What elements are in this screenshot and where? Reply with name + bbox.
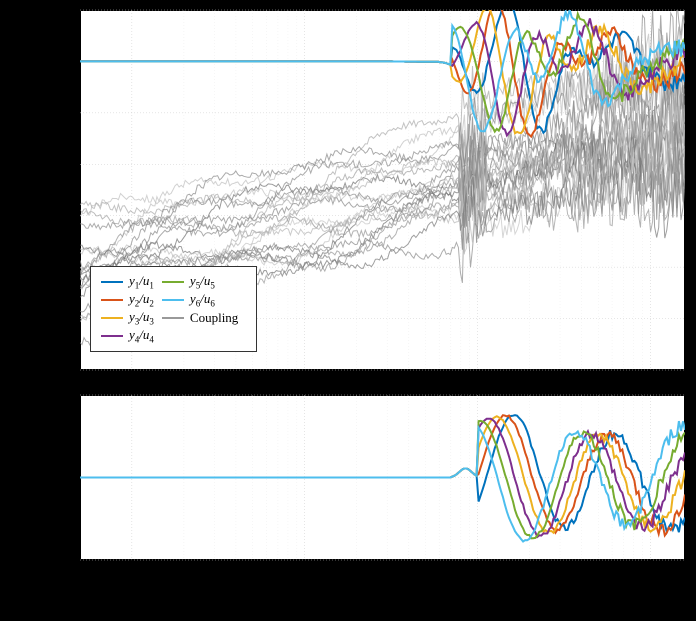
tick-label: -100	[42, 312, 64, 327]
legend-label: y4/u4	[129, 327, 154, 345]
tick-label: -60	[42, 209, 58, 224]
tick-label: 0	[42, 471, 48, 486]
legend-label: y5/u5	[190, 273, 215, 291]
tick-label: -120	[42, 363, 64, 378]
legend-label: Coupling	[190, 310, 238, 326]
legend-label: y2/u2	[129, 291, 154, 309]
legend-swatch	[101, 281, 123, 284]
legend-label: y6/u6	[190, 291, 215, 309]
tick-label: -40	[42, 157, 58, 172]
legend-swatch	[162, 281, 184, 284]
legend-item-y6u6: y6/u6	[162, 291, 238, 309]
tick-label: -360	[42, 553, 64, 568]
tick-label: 360	[42, 388, 60, 403]
phase-ylabel: Phase (deg)	[62, 426, 78, 526]
tick-label: -20	[42, 106, 58, 121]
tick-label: 102	[468, 568, 485, 585]
tick-label: 20	[42, 3, 54, 18]
tick-label: 100	[122, 568, 139, 585]
tick-label: 103	[640, 568, 657, 585]
legend-item-y5u5: y5/u5	[162, 273, 238, 291]
tick-label: 101	[295, 568, 312, 585]
legend-swatch	[162, 299, 184, 302]
tick-label: -80	[42, 260, 58, 275]
legend-item-y4u4: y4/u4	[101, 327, 154, 345]
frequency-xlabel: Frequency (Hz)	[333, 590, 421, 606]
legend-item-y1u1: y1/u1	[101, 273, 154, 291]
legend-item-y3u3: y3/u3	[101, 309, 154, 327]
legend-item-coupling: Coupling	[162, 309, 238, 327]
legend-label: y3/u3	[129, 309, 154, 327]
legend-label: y1/u1	[129, 273, 154, 291]
legend-swatch	[101, 317, 123, 320]
legend-swatch	[101, 299, 123, 302]
tick-label: 0	[42, 54, 48, 69]
legend: y1/u1y2/u2y3/u3y4/u4 y5/u5y6/u6Coupling	[90, 266, 257, 352]
legend-swatch	[101, 335, 123, 338]
legend-swatch	[162, 317, 184, 320]
legend-item-y2u2: y2/u2	[101, 291, 154, 309]
